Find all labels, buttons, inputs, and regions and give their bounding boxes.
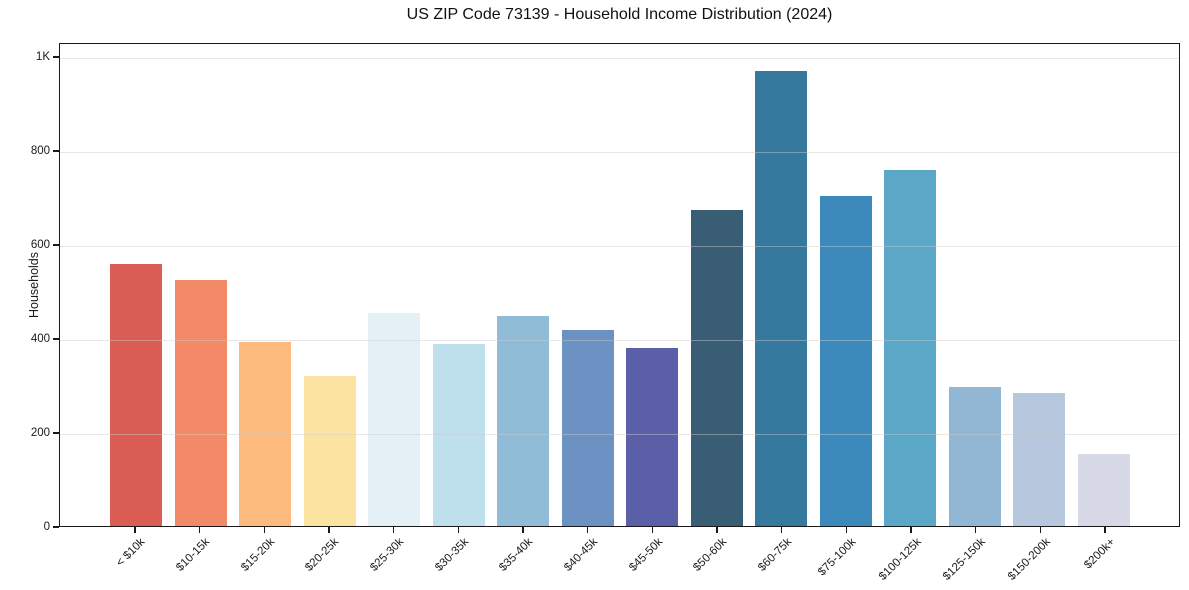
bar — [626, 348, 679, 526]
bar — [755, 71, 808, 526]
bar — [690, 210, 743, 526]
x-tick-mark — [910, 527, 912, 533]
bar — [1013, 392, 1066, 526]
bar — [110, 263, 162, 526]
x-tick-label: $25-30k — [368, 536, 407, 574]
x-tick-label: $45-50k — [626, 536, 665, 574]
bar — [239, 342, 292, 526]
x-tick-mark — [328, 527, 330, 533]
bar — [884, 170, 937, 526]
y-tick-mark — [53, 338, 59, 340]
x-tick-mark — [457, 527, 460, 533]
x-tick-mark — [263, 527, 266, 533]
x-tick-mark — [1104, 527, 1106, 533]
x-tick-mark — [716, 527, 718, 533]
x-tick-label: $50-60k — [691, 536, 730, 574]
bar — [368, 313, 421, 526]
x-tick-label: $125-150k — [941, 536, 989, 583]
y-tick-mark — [53, 244, 59, 246]
x-tick-mark — [198, 527, 201, 533]
x-tick-label: $150-200k — [1005, 536, 1053, 583]
x-tick-label: $40-45k — [562, 536, 601, 574]
y-tick-label: 1K — [35, 51, 50, 64]
bar — [561, 330, 614, 526]
plot-area — [59, 43, 1180, 527]
x-tick-mark — [134, 527, 136, 533]
x-tick-mark — [651, 527, 654, 533]
x-tick-mark — [392, 527, 395, 533]
x-tick-mark — [1039, 527, 1042, 533]
y-tick-label: 800 — [30, 145, 50, 158]
x-tick-label: < $10k — [114, 536, 148, 570]
x-tick-mark — [974, 527, 977, 533]
y-tick-mark — [53, 432, 59, 434]
x-tick-label: $30-35k — [432, 536, 471, 574]
bar — [497, 315, 550, 526]
bar — [174, 280, 227, 526]
x-tick-label: $20-25k — [303, 536, 342, 574]
bar — [303, 376, 356, 526]
x-tick-label: $100-125k — [876, 536, 924, 583]
x-tick-mark — [586, 527, 589, 533]
y-tick-mark — [53, 526, 59, 528]
bar — [948, 387, 1001, 526]
y-axis-label: Households — [27, 251, 42, 319]
y-tick-label: 600 — [30, 239, 50, 252]
chart-title: US ZIP Code 73139 - Household Income Dis… — [406, 6, 833, 23]
x-tick-label: $35-40k — [497, 536, 536, 574]
y-tick-mark — [53, 56, 59, 58]
bar — [432, 343, 485, 526]
bar — [819, 196, 872, 526]
bars-container — [110, 44, 1130, 526]
x-tick-mark — [780, 527, 783, 533]
y-tick-label: 0 — [43, 521, 50, 533]
x-tick-mark — [845, 527, 848, 533]
x-tick-mark — [522, 527, 524, 533]
y-tick-mark — [53, 150, 59, 152]
x-tick-label: $60-75k — [756, 536, 795, 574]
bar — [1077, 454, 1130, 526]
x-tick-label: $75-100k — [816, 536, 859, 579]
y-tick-label: 200 — [30, 427, 50, 440]
x-tick-label: $10-15k — [174, 536, 213, 574]
x-tick-label: $15-20k — [238, 536, 277, 574]
y-tick-label: 400 — [30, 333, 50, 346]
x-tick-label: $200k+ — [1082, 536, 1118, 572]
